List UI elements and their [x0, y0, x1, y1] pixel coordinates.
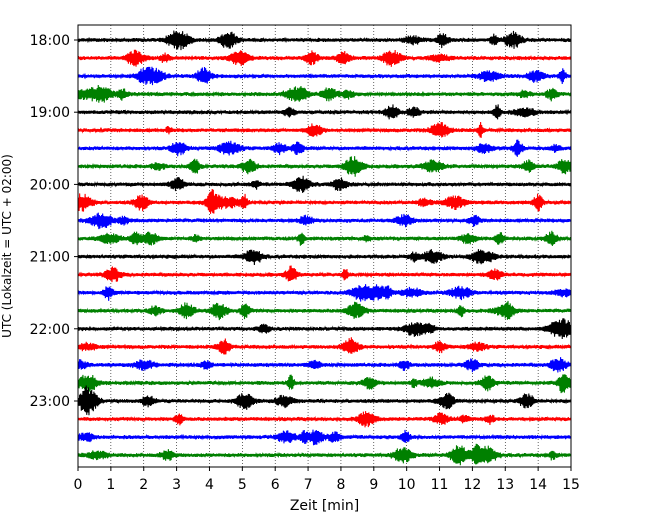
- y-tick-label: 22:00: [30, 322, 70, 338]
- trace-2145: [77, 300, 572, 321]
- x-axis: 0 1 2 3 4 5 6 7 8 9 10 11 12 13 14 15: [74, 467, 580, 493]
- trace-2300: [77, 385, 572, 416]
- x-tick-label: 6: [271, 477, 280, 493]
- trace-2000: [77, 175, 572, 193]
- trace-2100: [77, 249, 572, 266]
- x-tick-label: 2: [139, 477, 148, 493]
- x-tick-label: 9: [369, 477, 378, 493]
- x-tick-label: 10: [398, 477, 416, 493]
- trace-2015: [77, 189, 572, 214]
- trace-1945: [77, 156, 572, 177]
- trace-1815: [77, 49, 572, 67]
- x-tick-label: 13: [496, 477, 514, 493]
- trace-2215: [77, 337, 572, 355]
- x-tick-label: 15: [562, 477, 580, 493]
- trace-2315: [77, 411, 572, 428]
- trace-2330: [77, 429, 572, 446]
- y-tick-label: 23:00: [30, 394, 70, 410]
- x-tick-label: 1: [106, 477, 115, 493]
- x-tick-label: 7: [304, 477, 313, 493]
- plot-frame: [77, 24, 572, 468]
- x-axis-label: Zeit [min]: [290, 498, 359, 514]
- trace-2345: [77, 443, 572, 466]
- trace-2230: [77, 357, 572, 373]
- trace-layer: [77, 30, 572, 466]
- y-tick-label: 20:00: [30, 177, 70, 193]
- trace-2115: [77, 265, 572, 283]
- x-tick-label: 12: [463, 477, 481, 493]
- trace-2045: [77, 230, 572, 247]
- x-tick-label: 5: [238, 477, 247, 493]
- x-tick-label: 4: [205, 477, 214, 493]
- trace-1800: [77, 30, 572, 51]
- trace-1845: [77, 85, 572, 103]
- trace-1915: [77, 121, 572, 138]
- y-tick-label: 19:00: [30, 105, 70, 121]
- x-tick-label: 3: [172, 477, 181, 493]
- trace-1900: [77, 104, 572, 120]
- y-tick-label: 18:00: [30, 33, 70, 49]
- trace-2200: [77, 318, 572, 339]
- trace-1930: [77, 139, 572, 157]
- y-axis: 18:00 19:00 20:00 21:00 22:00 23:00: [30, 33, 78, 410]
- y-axis-label: UTC (Lokalzeit = UTC + 02:00): [0, 154, 14, 338]
- trace-2245: [77, 374, 572, 394]
- x-tick-label: 14: [529, 477, 547, 493]
- x-tick-label: 0: [74, 477, 83, 493]
- y-tick-label: 21:00: [30, 250, 70, 266]
- trace-2130: [77, 284, 572, 302]
- trace-2030: [77, 212, 572, 230]
- x-tick-label: 8: [336, 477, 345, 493]
- x-tick-label: 11: [431, 477, 449, 493]
- trace-1830: [77, 66, 572, 86]
